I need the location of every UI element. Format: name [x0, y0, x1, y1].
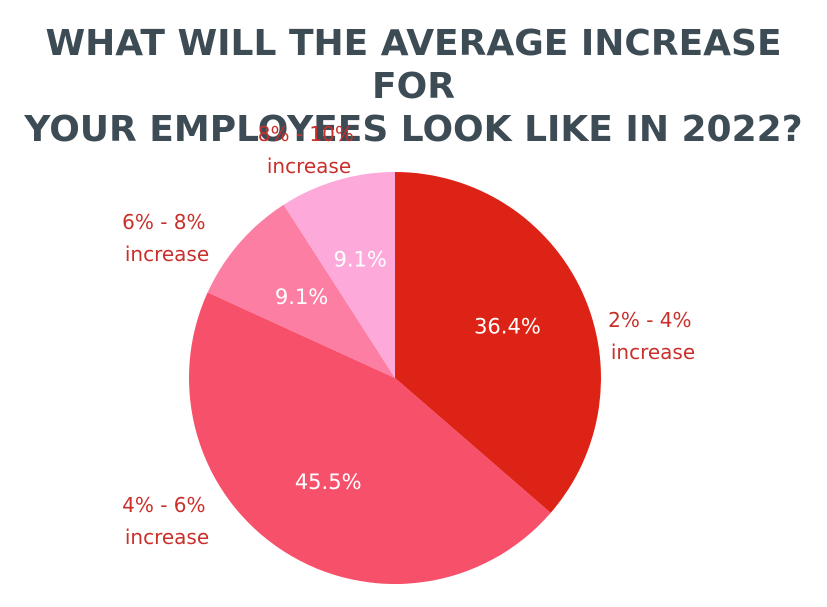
- slice-percent-label-8-10: 9.1%: [333, 247, 386, 271]
- category-label-8-10: 8% - 10% increase: [258, 122, 360, 178]
- category-label-4-6-line-2: increase: [125, 525, 209, 549]
- category-label-8-10-line-1: 8% - 10%: [258, 122, 354, 146]
- pie-slice-4-6: [189, 292, 551, 584]
- slice-percent-label-2-4: 36.4%: [474, 315, 541, 339]
- pie-slice-6-8: [207, 204, 395, 378]
- category-label-2-4-line-2: increase: [611, 340, 695, 364]
- category-label-2-4-line-1: 2% - 4%: [608, 308, 691, 332]
- chart-title-line-1: WHAT WILL THE AVERAGE INCREASE FOR: [45, 23, 782, 107]
- pie-slices: [189, 172, 601, 584]
- category-label-6-8-line-2: increase: [125, 242, 209, 266]
- chart-title-line-2: YOUR EMPLOYEES LOOK LIKE IN 2022?: [24, 109, 803, 150]
- category-label-2-4: 2% - 4% increase: [608, 308, 698, 364]
- category-label-6-8-line-1: 6% - 8%: [122, 210, 205, 234]
- category-label-4-6-line-1: 4% - 6%: [122, 493, 205, 517]
- category-label-8-10-line-2: increase: [267, 154, 351, 178]
- slice-percent-label-6-8: 9.1%: [275, 285, 328, 309]
- chart-title: WHAT WILL THE AVERAGE INCREASE FOR YOUR …: [0, 22, 827, 151]
- category-label-6-8: 6% - 8% increase: [122, 210, 212, 266]
- category-label-4-6: 4% - 6% increase: [122, 493, 212, 549]
- slice-percent-label-4-6: 45.5%: [295, 470, 362, 494]
- pie-slice-8-10: [283, 172, 395, 378]
- slice-percent-labels: 36.4% 45.5% 9.1%9.1%: [275, 247, 541, 494]
- pie-slice-2-4: [395, 172, 601, 513]
